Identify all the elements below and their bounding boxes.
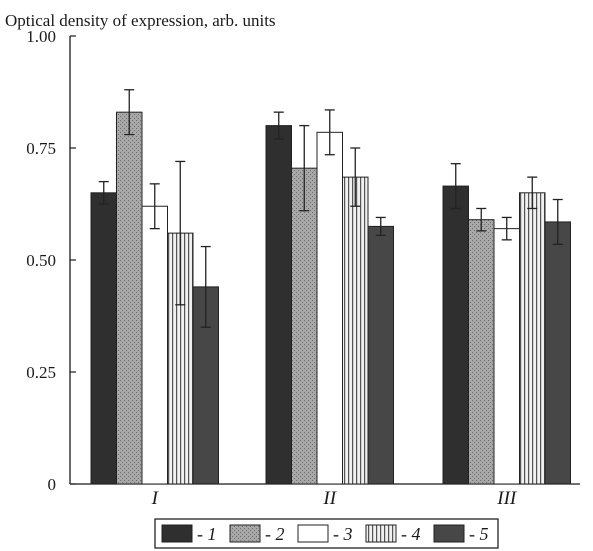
category-labels: I II III: [151, 488, 518, 509]
bar-s3-III: [493, 228, 520, 485]
bar-s1-III: [442, 185, 469, 485]
legend-label-2: - 2: [265, 524, 285, 544]
legend-swatch-2: [229, 524, 261, 543]
category-label-I: I: [151, 488, 160, 509]
legend-label-3: - 3: [333, 524, 353, 544]
legend-label-5: - 5: [469, 524, 489, 544]
bar-s2-III: [468, 219, 495, 485]
y-tick-label: 1.00: [26, 27, 56, 46]
bar-s2-I: [116, 111, 143, 485]
category-label-II: II: [322, 488, 337, 509]
bar-s5-I: [192, 286, 219, 485]
y-tick-label: 0.75: [26, 139, 56, 158]
bar-s5-III: [544, 221, 571, 485]
y-tick-label: 0: [48, 475, 57, 494]
chart-title: Optical density of expression, arb. unit…: [5, 11, 276, 30]
y-tick-label: 0.50: [26, 251, 56, 270]
legend-label-4: - 4: [401, 524, 421, 544]
bar-s4-III: [519, 192, 546, 485]
bar-s4-II: [342, 176, 369, 485]
legend-swatch-1: [161, 524, 193, 543]
bar-s3-II: [316, 131, 343, 485]
y-tick-label: 0.25: [26, 363, 56, 382]
bar-s5-II: [367, 225, 394, 485]
legend: - 1 - 2 - 3 - 4 - 5: [154, 518, 499, 549]
category-label-III: III: [496, 488, 518, 509]
legend-swatch-5: [433, 524, 465, 543]
legend-label-1: - 1: [197, 524, 217, 544]
bars-group: [90, 89, 571, 485]
bar-s1-II: [265, 125, 292, 485]
bar-s2-II: [291, 167, 318, 485]
y-ticks: 0 0.25 0.50 0.75 1.00: [26, 27, 76, 494]
legend-swatch-3: [297, 524, 329, 543]
bar-s3-I: [141, 205, 168, 485]
legend-swatch-4: [365, 524, 397, 543]
bar-s1-I: [90, 192, 117, 485]
